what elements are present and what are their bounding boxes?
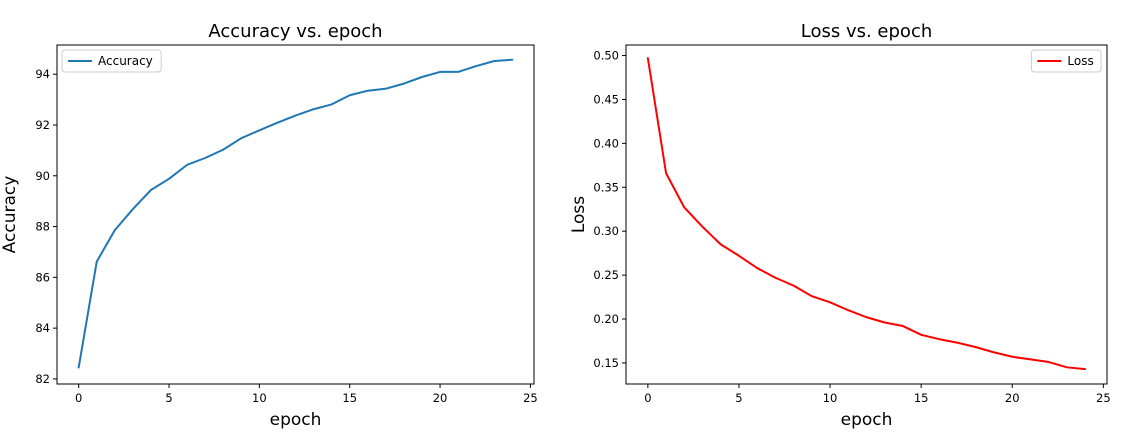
loss-x-tick-label: 20 [1005,391,1020,405]
accuracy-x-axis-label: epoch [270,410,322,430]
accuracy-chart-panel: Accuracy vs. epoch epoch Accuracy 0 5 10 15… [0,21,538,430]
loss-x-tick-label: 15 [914,391,929,405]
loss-x-tick-label: 25 [1096,391,1111,405]
accuracy-y-tick-label: 94 [35,67,50,81]
accuracy-legend-label: Accuracy [98,54,153,68]
accuracy-y-tick-label: 82 [35,372,50,386]
accuracy-x-tick-label: 15 [342,391,357,405]
loss-x-axis-label: epoch [841,410,893,430]
accuracy-y-axis-label: Accuracy [0,176,20,254]
loss-series-line [646,57,1087,371]
loss-series-group [646,57,1087,371]
loss-plot-frame [625,44,1108,385]
accuracy-series-group [77,58,514,369]
accuracy-plot-frame [56,44,535,385]
loss-y-tick-label: 0.30 [593,224,619,238]
loss-x-tick-label: 5 [735,391,742,405]
loss-legend: Loss [1030,49,1102,73]
accuracy-x-tick-label: 0 [75,391,82,405]
accuracy-x-tick-label: 5 [165,391,172,405]
loss-chart-title: Loss vs. epoch [801,21,933,42]
accuracy-y-tick-label: 90 [35,169,50,183]
accuracy-y-tick-label: 92 [35,118,50,132]
loss-y-axis-label: Loss [569,196,589,233]
accuracy-legend: Accuracy [61,49,162,73]
accuracy-y-tick-label: 86 [35,270,50,284]
accuracy-series-line [77,58,514,369]
loss-y-tick-label: 0.15 [593,356,619,370]
accuracy-y-tick-label: 84 [35,321,50,335]
loss-y-tick-label: 0.50 [593,49,619,63]
loss-y-tick-label: 0.35 [593,180,619,194]
accuracy-x-tick-label: 20 [433,391,448,405]
accuracy-y-tick-label: 88 [35,220,50,234]
loss-y-tick-label: 0.25 [593,268,619,282]
accuracy-chart-title: Accuracy vs. epoch [208,21,382,42]
loss-ticks: 0 5 10 15 20 25 0.15 0.20 0.25 0.30 0.35 0.40 0.45 0.… [593,49,1110,405]
loss-chart-panel: Loss vs. epoch epoch Loss 0 5 10 15 20 25 0.15… [569,21,1111,430]
loss-y-tick-label: 0.20 [593,312,619,326]
loss-x-tick-label: 0 [644,391,651,405]
accuracy-x-tick-label: 25 [523,391,538,405]
accuracy-ticks: 0 5 10 15 20 25 82 84 86 88 90 92 94 [35,67,537,405]
accuracy-x-tick-label: 10 [252,391,267,405]
loss-x-tick-label: 10 [823,391,838,405]
loss-legend-box [1030,49,1102,73]
accuracy-legend-box [61,49,162,73]
loss-y-tick-label: 0.40 [593,136,619,150]
loss-y-tick-label: 0.45 [593,92,619,106]
loss-legend-label: Loss [1067,54,1093,68]
